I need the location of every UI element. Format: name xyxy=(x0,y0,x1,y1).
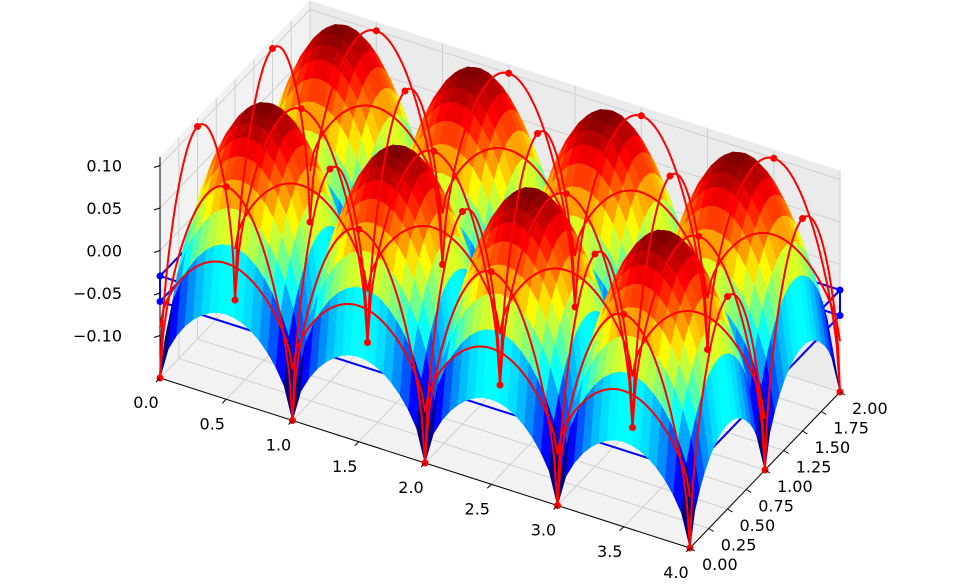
y-tick-mark xyxy=(689,547,696,552)
y-tick-label: 1.75 xyxy=(833,419,869,438)
x-tick-mark xyxy=(420,462,426,468)
z-tick-label: 0.10 xyxy=(86,157,122,176)
red-node xyxy=(562,190,570,198)
y-tick-mark xyxy=(727,508,733,513)
y-tick-label: 0.75 xyxy=(758,497,794,516)
red-node xyxy=(571,303,579,311)
red-node xyxy=(231,296,239,304)
red-node xyxy=(326,165,334,173)
z-tick-mark xyxy=(153,292,161,296)
z-tick-label: 0.00 xyxy=(86,242,122,261)
red-node xyxy=(704,346,711,353)
y-tick-label: 2.00 xyxy=(852,399,888,418)
red-node xyxy=(637,112,645,120)
red-node xyxy=(194,123,201,130)
y-tick-mark xyxy=(839,391,846,396)
red-node xyxy=(439,261,446,268)
blue-node xyxy=(156,272,164,280)
z-tick-mark xyxy=(153,207,161,211)
grid-y xyxy=(178,137,709,529)
y-tick-mark xyxy=(764,469,771,474)
x-tick-mark xyxy=(155,377,161,383)
z-tick-label: 0.05 xyxy=(86,199,122,218)
x-tick-mark xyxy=(685,547,691,553)
y-tick-label: 1.00 xyxy=(777,477,813,496)
x-tick-label: 3.5 xyxy=(597,542,622,561)
red-node xyxy=(430,147,438,155)
red-node xyxy=(799,215,806,222)
red-node xyxy=(695,232,703,240)
red-node xyxy=(364,339,371,346)
y-tick-mark xyxy=(802,430,808,435)
y-tick-mark xyxy=(783,450,790,454)
red-node xyxy=(620,310,628,318)
red-node xyxy=(496,381,504,389)
red-node xyxy=(459,208,466,215)
y-tick-mark xyxy=(745,489,752,493)
x-tick-label: 0.5 xyxy=(200,414,225,433)
y-tick-label: 0.25 xyxy=(721,536,757,555)
red-node xyxy=(372,27,380,35)
x-tick-label: 4.0 xyxy=(663,563,688,582)
red-node xyxy=(401,87,409,95)
red-node xyxy=(591,250,599,258)
red-arch xyxy=(159,260,691,498)
red-arch xyxy=(309,104,841,342)
red-node xyxy=(724,293,731,300)
y-tick-label: 0.00 xyxy=(702,555,738,574)
x-tick-label: 1.5 xyxy=(332,457,357,476)
z-tick-label: −0.10 xyxy=(73,327,122,346)
z-tick-mark xyxy=(153,165,161,168)
red-arches xyxy=(156,27,844,552)
tick-labels: 0.00.51.01.52.02.53.03.54.0 0.000.250.500… xyxy=(73,157,888,583)
z-tick-mark xyxy=(153,250,161,253)
x-tick-mark xyxy=(288,420,293,425)
red-node xyxy=(666,172,674,180)
blue-node xyxy=(836,286,844,294)
grid-z xyxy=(159,8,841,180)
red-node xyxy=(770,154,778,162)
red-node xyxy=(222,183,230,191)
y-tick-mark xyxy=(820,411,827,415)
red-node xyxy=(505,69,513,77)
y-tick-label: 0.50 xyxy=(740,516,776,535)
red-node xyxy=(306,218,314,226)
blue-node xyxy=(836,312,844,319)
x-tick-label: 0.0 xyxy=(133,393,158,412)
x-tick-mark xyxy=(221,398,227,404)
x-tick-label: 3.0 xyxy=(531,521,556,540)
red-node xyxy=(534,130,541,137)
red-node xyxy=(355,225,363,233)
red-node xyxy=(269,45,276,52)
red-arch xyxy=(234,182,766,420)
x-tick-label: 1.0 xyxy=(266,436,291,455)
blue-node xyxy=(156,298,164,305)
z-tick-mark xyxy=(153,335,161,338)
z-tick-label: −0.05 xyxy=(73,284,122,303)
x-tick-mark xyxy=(619,526,625,532)
surface xyxy=(159,24,841,549)
red-node xyxy=(487,268,495,276)
x-tick-label: 2.0 xyxy=(398,478,423,497)
x-tick-label: 2.5 xyxy=(465,499,490,518)
red-node xyxy=(297,105,305,113)
x-tick-mark xyxy=(553,505,558,510)
red-node xyxy=(629,424,636,431)
y-tick-label: 1.25 xyxy=(796,458,832,477)
y-tick-label: 1.50 xyxy=(815,438,851,457)
x-tick-mark xyxy=(486,483,492,489)
x-tick-mark xyxy=(354,441,360,447)
y-tick-mark xyxy=(708,528,715,532)
